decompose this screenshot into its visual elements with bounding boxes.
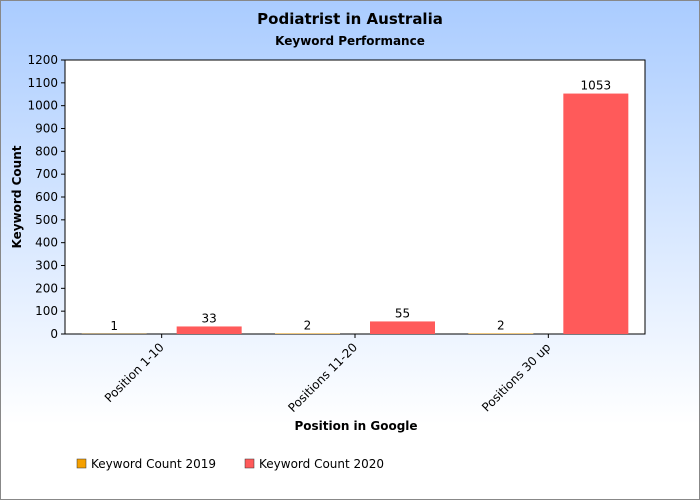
plot-area [65, 60, 645, 334]
data-label: 1 [110, 319, 118, 333]
y-tick-label: 1100 [27, 76, 58, 90]
chart-title: Podiatrist in Australia [257, 10, 443, 28]
data-label: 55 [395, 306, 410, 320]
y-tick-label: 800 [35, 144, 58, 158]
legend-label: Keyword Count 2020 [259, 457, 384, 471]
data-label: 1053 [581, 79, 612, 93]
bar [370, 321, 435, 334]
y-tick-label: 200 [35, 281, 58, 295]
bar [563, 94, 628, 334]
y-axis-title: Keyword Count [10, 145, 24, 248]
y-tick-label: 300 [35, 259, 58, 273]
legend-swatch [245, 459, 254, 468]
data-label: 2 [304, 319, 312, 333]
y-tick-label: 900 [35, 122, 58, 136]
y-tick-label: 100 [35, 304, 58, 318]
bar [177, 326, 242, 334]
y-tick-label: 1200 [27, 53, 58, 67]
chart-subtitle: Keyword Performance [275, 34, 425, 48]
legend-swatch [77, 459, 86, 468]
y-tick-label: 1000 [27, 99, 58, 113]
x-axis-title: Position in Google [294, 419, 417, 433]
y-tick-label: 600 [35, 190, 58, 204]
data-label: 2 [497, 319, 505, 333]
y-tick-label: 700 [35, 167, 58, 181]
y-tick-label: 400 [35, 236, 58, 250]
data-label: 33 [202, 311, 217, 325]
legend-label: Keyword Count 2019 [91, 457, 216, 471]
y-tick-label: 500 [35, 213, 58, 227]
y-tick-label: 0 [50, 327, 58, 341]
